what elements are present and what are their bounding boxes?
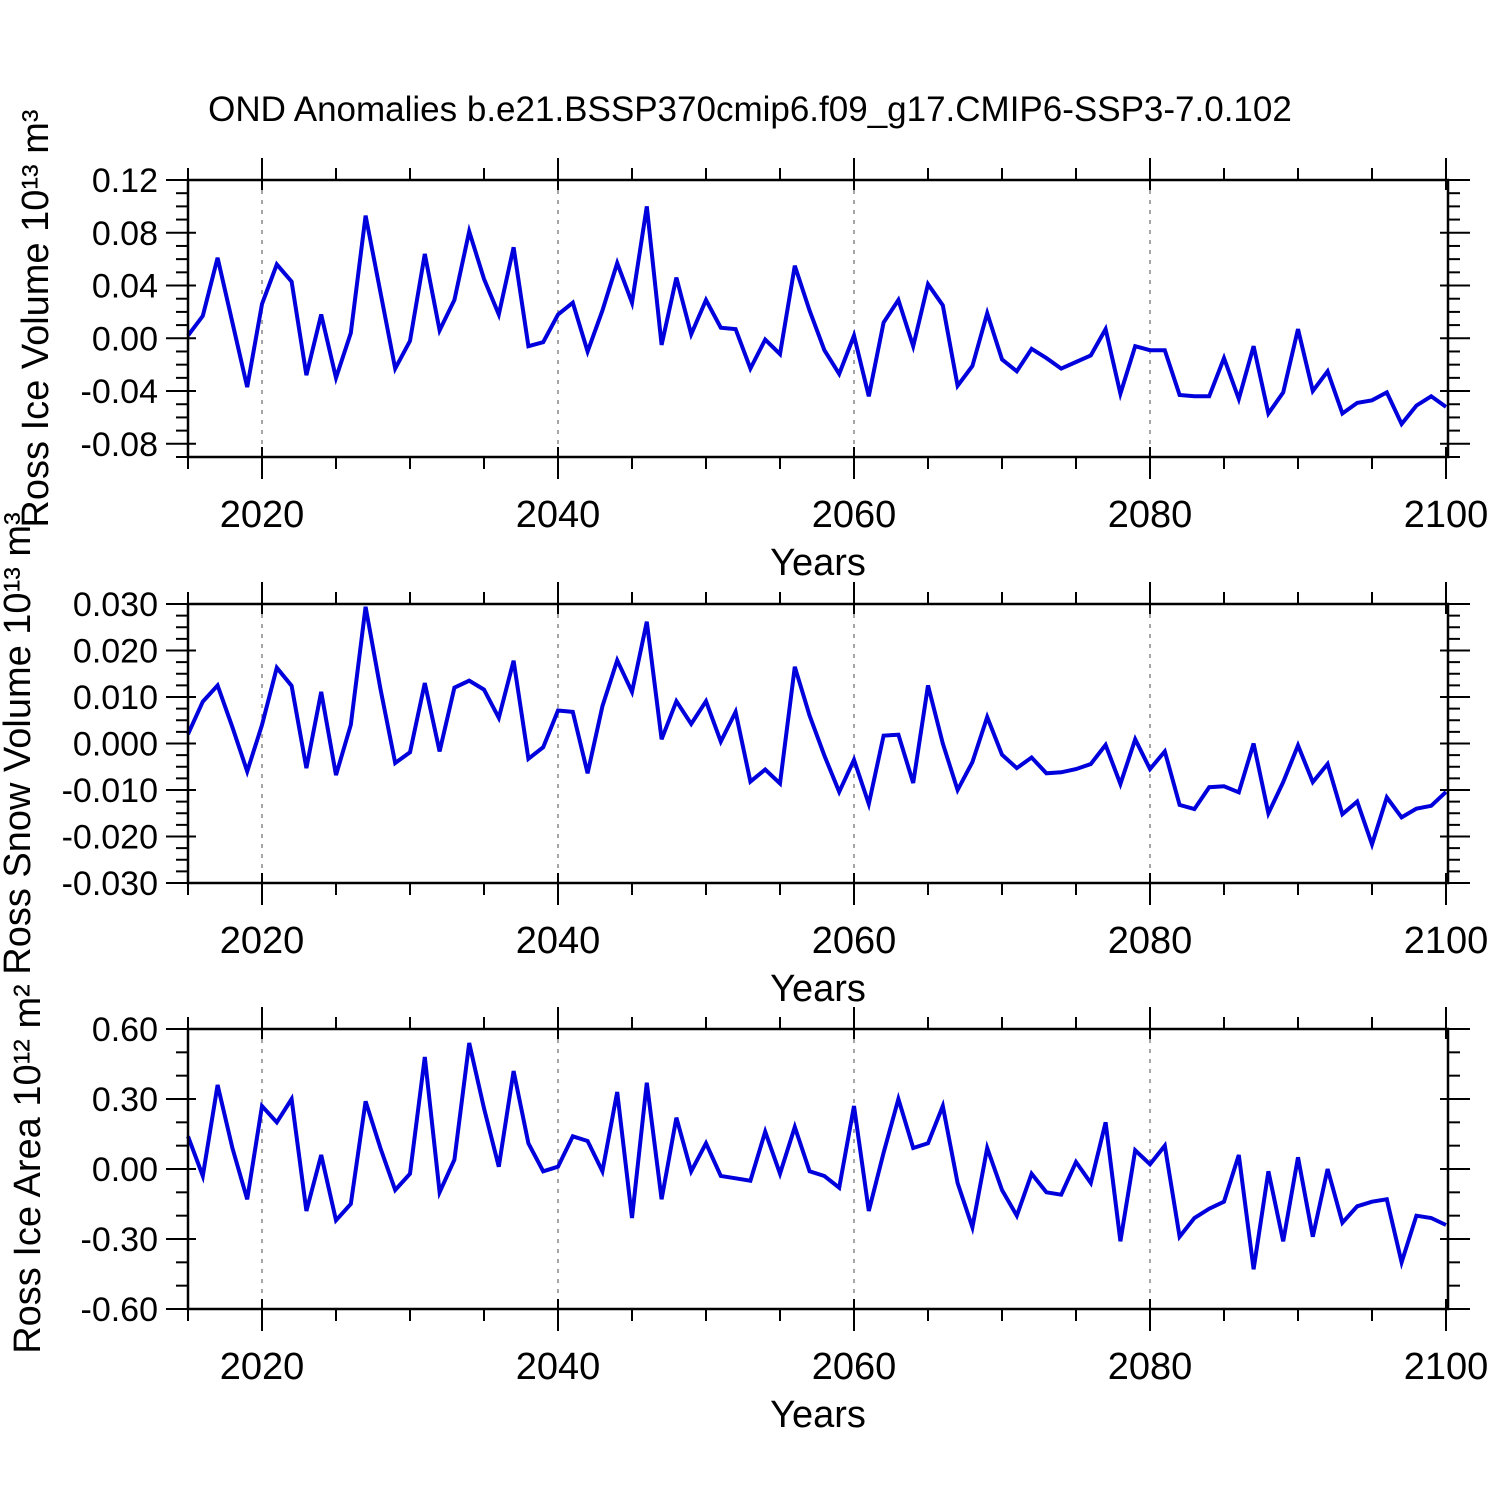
- ross-ice-volume-line: [186, 206, 1448, 428]
- x-tick-label: 2060: [812, 494, 897, 536]
- x-tick-label: 2040: [516, 1346, 601, 1388]
- y-axis-title: Ross Ice Area 10¹² m²: [7, 984, 49, 1354]
- y-tick-label: 0.00: [92, 320, 158, 358]
- y-tick-label: -0.010: [62, 772, 158, 810]
- x-tick-label: 2060: [812, 920, 897, 962]
- x-axis-title: Years: [770, 542, 866, 584]
- y-tick-label: 0.04: [92, 268, 158, 306]
- y-tick-label: 0.08: [92, 215, 158, 253]
- x-tick-label: 2080: [1108, 920, 1193, 962]
- panel-ross-ice-area: 2020 2040 2060 2080 2100 0.60 0.30 0.00 -0.30 -0.…: [7, 984, 1488, 1436]
- x-tick-label: 2080: [1108, 494, 1193, 536]
- x-tick-label: 2020: [220, 494, 305, 536]
- x-tick-label: 2100: [1404, 1346, 1489, 1388]
- x-tick-label: 2040: [516, 920, 601, 962]
- y-tick-label: -0.30: [81, 1221, 159, 1259]
- figure-title: OND Anomalies b.e21.BSSP370cmip6.f09_g17…: [208, 90, 1292, 129]
- x-axis-title: Years: [770, 968, 866, 1010]
- x-tick-label: 2100: [1404, 494, 1489, 536]
- y-tick-label: 0.020: [73, 633, 158, 671]
- y-tick-label: -0.60: [81, 1291, 159, 1329]
- y-axis-title: Ross Ice Volume 10¹³ m³: [15, 109, 57, 527]
- panel-frame: [186, 178, 1450, 459]
- x-tick-label: 2080: [1108, 1346, 1193, 1388]
- y-tick-label: 0.12: [92, 162, 158, 200]
- ross-snow-volume-line: [186, 606, 1448, 851]
- x-axis-title: Years: [770, 1394, 866, 1436]
- x-tick-label: 2060: [812, 1346, 897, 1388]
- y-tick-label: 0.00: [92, 1151, 158, 1189]
- y-tick-label: -0.020: [62, 819, 158, 857]
- x-tick-label: 2040: [516, 494, 601, 536]
- y-tick-label: 0.60: [92, 1011, 158, 1049]
- y-tick-label: 0.000: [73, 726, 158, 764]
- panel-ross-snow-volume: 2020 2040 2060 2080 2100 0.030 0.020 0.010 0.000…: [0, 512, 1488, 1010]
- y-tick-label: -0.030: [62, 865, 158, 903]
- ross-ice-area-line: [186, 1042, 1447, 1270]
- y-tick-label: -0.04: [81, 373, 159, 411]
- panel-ross-ice-volume: 2020 2040 2060 2080 2100 0.12 0.08 0.04 0.00 -0.0…: [15, 109, 1488, 584]
- y-tick-label: -0.08: [81, 426, 159, 464]
- y-tick-label: 0.30: [92, 1081, 158, 1119]
- panel-frame: [186, 1027, 1450, 1311]
- x-tick-label: 2020: [220, 1346, 305, 1388]
- y-tick-label: 0.030: [73, 586, 158, 624]
- y-tick-label: 0.010: [73, 679, 158, 717]
- x-tick-label: 2020: [220, 920, 305, 962]
- y-axis-title: Ross Snow Volume 10¹³ m³: [0, 512, 39, 975]
- x-tick-label: 2100: [1404, 920, 1489, 962]
